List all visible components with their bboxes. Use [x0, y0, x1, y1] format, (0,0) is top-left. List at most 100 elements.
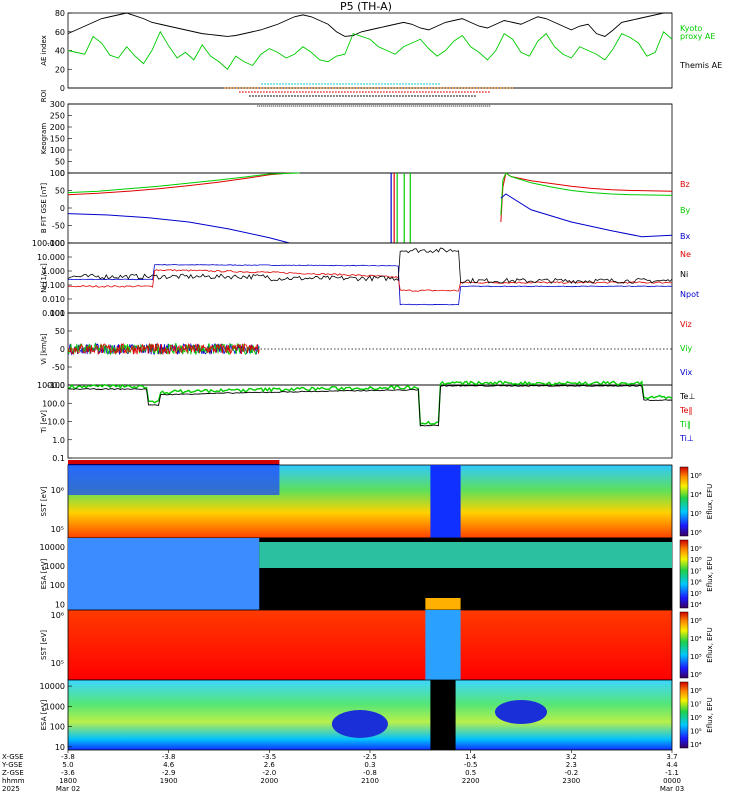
esa_e-lowe: [425, 598, 461, 610]
temperature-ylabel: Ti [eV]: [40, 410, 48, 434]
temperature-frame: [67, 384, 673, 459]
sst_e-colorbar-tick: 10⁵: [690, 510, 702, 518]
xaxis-tick-label: 2.3: [566, 761, 577, 769]
esa_i-colorbar-tick: 10⁶: [690, 714, 702, 722]
sst_e-ylabel: SST [eV]: [40, 486, 48, 516]
sst_e-colorbar: [679, 466, 689, 537]
ae-series-1: [67, 30, 673, 70]
velocity-legend-0: Viz: [680, 320, 692, 329]
roi-ylabel: ROI: [40, 90, 48, 102]
ae-tick-label: 20: [55, 65, 65, 74]
xaxis-tick-label: -2.5: [363, 753, 377, 761]
xaxis-tick-label: 2000: [260, 777, 278, 785]
figure-title: P5 (TH-A): [340, 0, 392, 13]
sst_e-colorbar-tick: 10⁴: [690, 491, 702, 499]
mode-bar-fast: [68, 460, 280, 464]
esa_e-band: [259, 542, 672, 568]
sst_i-colorbar-tick: 10⁸: [690, 617, 702, 625]
velocity-tick-label: -50: [52, 363, 65, 372]
sst_i-gap: [425, 610, 461, 680]
bfgm-tick-label: 0: [60, 204, 65, 213]
moments-ne: [67, 269, 673, 292]
xaxis-tick-label: 5.0: [62, 761, 73, 769]
esa_e-colorbar-tick: 10⁸: [690, 556, 702, 564]
esa_i-tick-label: 10: [55, 743, 65, 752]
xaxis-tick-label: -3.5: [262, 753, 276, 761]
moments-frame: [67, 242, 673, 314]
sst_e-colorbar-label: Eflux, EFU: [706, 484, 714, 519]
moments-ni: [67, 247, 673, 284]
temperature-legend-1: Te‖: [679, 406, 692, 415]
esa_i-tick-label: 100: [50, 723, 65, 732]
xaxis-tick-label: 3.2: [566, 753, 577, 761]
esa_e-tick-label: 1000: [45, 562, 65, 571]
esa_e-tick-label: 100: [50, 581, 65, 590]
xaxis-tick-label: -3.8: [61, 753, 75, 761]
xaxis-tick-label: -3.8: [162, 753, 176, 761]
xaxis-row-label-4: 2025: [2, 785, 20, 793]
ae-tick-label: 80: [55, 9, 65, 18]
esa_e-ylabel: ESA [eV]: [40, 558, 48, 589]
xaxis-tick-label: 0.5: [465, 769, 476, 777]
velocity-legend-2: Vix: [680, 368, 693, 377]
bfgm-legend-1: By: [680, 206, 690, 215]
sst_i-colorbar-tick: 10⁴: [690, 635, 702, 643]
ae-legend-2: Themis AE: [679, 61, 722, 70]
moments-tick-label: 100.000: [32, 239, 65, 248]
velocity-ylabel: Vi [km/s]: [40, 333, 48, 364]
xaxis-tick-label: 2100: [361, 777, 379, 785]
xaxis-tick-label: Mar 02: [56, 785, 80, 793]
keogram-frame: [67, 103, 673, 174]
xaxis-tick-label: -0.5: [464, 761, 478, 769]
xaxis-row-label-0: X-GSE: [2, 753, 24, 761]
esa_i-blob-1: [331, 710, 388, 738]
ae-ylabel: AE index: [40, 35, 48, 66]
ae-series-0: [67, 12, 672, 37]
esa_e-colorbar-tick: 10⁵: [690, 590, 702, 598]
esa_i-colorbar-tick: 10⁷: [690, 701, 702, 709]
xaxis-tick-label: 2300: [562, 777, 580, 785]
ae-tick-label: 0: [60, 84, 65, 93]
esa_e-colorbar: [679, 539, 689, 609]
xaxis-tick-label: -0.2: [564, 769, 578, 777]
moments-ylabel: Ni [1/cc]: [40, 263, 48, 293]
ae-legend-0: Kyoto: [680, 24, 702, 33]
ae-tick-label: 60: [55, 28, 65, 37]
esa_i-gap: [430, 680, 456, 750]
bfgm-series-1: [67, 172, 673, 216]
moments-legend-2: Npot: [680, 290, 699, 299]
sst_i-colorbar-label: Eflux, EFU: [706, 627, 714, 662]
bfgm-tick-label: -100: [47, 239, 65, 248]
velocity-tick-label: 0: [60, 345, 65, 354]
velocity-tick-label: 50: [55, 327, 65, 336]
temperature-legend-0: Te⊥: [679, 392, 695, 401]
xaxis-tick-label: 1900: [160, 777, 178, 785]
xaxis-tick-label: 1.4: [465, 753, 477, 761]
temperature-tick-label: 0.1: [52, 454, 65, 463]
temperature-legend-2: Ti‖: [679, 420, 691, 429]
sst_i-colorbar: [679, 611, 689, 679]
bfgm-series-2: [67, 193, 673, 244]
esa_i-ylabel: ESA [eV]: [40, 699, 48, 730]
temperature-tick-label: 10.0: [47, 418, 65, 427]
velocity-tick-label: -100: [47, 381, 65, 390]
esa_e-tick-label: 10: [55, 600, 65, 609]
keogram-tick-label: 0: [60, 169, 65, 178]
temperature-tick-label: 1000.0: [37, 381, 65, 390]
xaxis-tick-label: 0000: [663, 777, 681, 785]
xaxis-tick-label: 0.3: [364, 761, 375, 769]
sst_e-colorbar-tick: 10⁸: [690, 472, 702, 480]
velocity-legend-1: Viy: [680, 344, 693, 353]
x-axis: X-GSEY-GSEZ-GSEhhmm2025-3.85.0-3.61800Ma…: [1, 750, 684, 793]
xaxis-tick-label: -2.0: [262, 769, 276, 777]
ae-tick-label: 40: [55, 47, 65, 56]
temperature-ti: [67, 380, 673, 426]
bfgm-legend-0: Bz: [680, 180, 690, 189]
bfgm-ylabel: B FIT GSE [nT]: [40, 183, 48, 234]
esa_e-colorbar-tick: 10⁹: [690, 545, 702, 553]
keogram-tick-label: 300: [50, 100, 65, 109]
esa_i-blob-2: [495, 700, 547, 724]
temperature-legend-3: Ti⊥: [679, 434, 694, 443]
xaxis-tick-label: 4.4: [666, 761, 678, 769]
